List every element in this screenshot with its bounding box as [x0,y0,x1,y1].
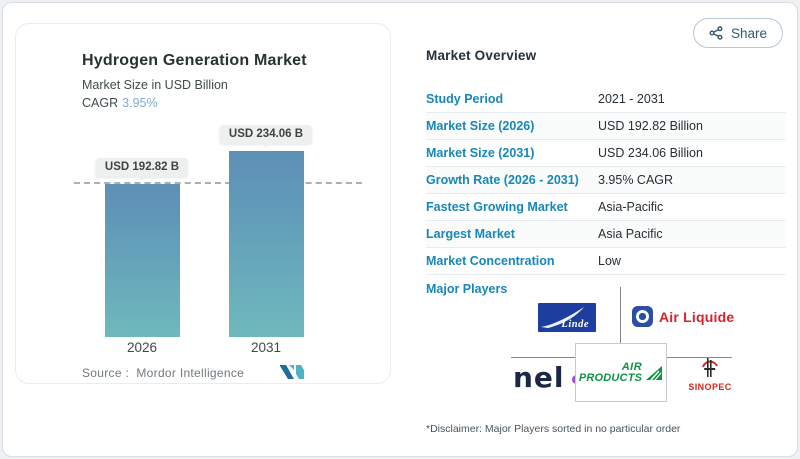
chart-panel: Hydrogen Generation Market Market Size i… [15,23,391,384]
bar-2026 [105,183,180,337]
chart-title: Hydrogen Generation Market [82,52,307,69]
overview-table: Study Period 2021 - 2031 Market Size (20… [426,86,786,275]
source-line: Source : Mordor Intelligence [82,366,244,380]
share-button-label: Share [730,25,767,41]
overview-row-market-size-2026: Market Size (2026) USD 192.82 Billion [426,113,786,140]
row-value: Asia Pacific [598,227,663,241]
linde-logo: Linde [538,303,596,332]
source-value: Mordor Intelligence [136,366,245,380]
air-products-wordmark: AIR PRODUCTS [578,360,643,384]
major-players-label: Major Players [426,282,508,296]
row-value: 3.95% CAGR [598,173,674,187]
row-value: Low [598,254,621,268]
bar-value-label-2031: USD 234.06 B [219,125,313,145]
nel-logo: nel [513,361,581,394]
row-label: Market Concentration [426,254,555,268]
players-divider-vertical [620,287,621,344]
row-value: Asia-Pacific [598,200,664,214]
cagr-line: CAGR 3.95% [82,96,158,110]
players-divider-horizontal-left [511,357,577,358]
chart-subtitle: Market Size in USD Billion [82,78,228,92]
row-label: Largest Market [426,227,515,241]
linde-wordmark: Linde [561,319,589,330]
mordor-intelligence-logo-icon [280,364,304,385]
overview-row-growth-rate: Growth Rate (2026 - 2031) 3.95% CAGR [426,167,786,194]
row-value: USD 192.82 Billion [598,119,703,133]
sinopec-logo: SINOPEC [688,355,732,392]
air-liquide-wordmark: Air Liquide [659,308,735,325]
disclaimer-text: *Disclaimer: Major Players sorted in no … [426,423,681,435]
air-products-line1: AIR [621,360,643,373]
air-products-logo: AIR PRODUCTS [578,360,663,384]
overview-row-largest-market: Largest Market Asia Pacific [426,221,786,248]
row-label: Growth Rate (2026 - 2031) [426,173,579,187]
bar-value-label-2026: USD 192.82 B [95,157,189,177]
row-label: Market Size (2031) [426,146,535,160]
overview-heading: Market Overview [426,48,537,63]
row-label: Market Size (2026) [426,119,535,133]
air-products-logo-box: AIR PRODUCTS [575,343,667,402]
bar-chart: USD 192.82 B USD 234.06 B [16,124,390,337]
share-button[interactable]: Share [692,18,783,48]
x-axis-label-2031: 2031 [250,340,282,355]
x-axis-label-2026: 2026 [126,340,158,355]
overview-row-fastest-growing-market: Fastest Growing Market Asia-Pacific [426,194,786,221]
row-label: Study Period [426,92,504,106]
row-value: USD 234.06 Billion [598,146,703,160]
row-value: 2021 - 2031 [598,92,665,106]
share-icon [709,26,723,40]
bar-2031 [229,151,304,337]
air-liquide-icon [632,306,653,327]
overview-row-study-period: Study Period 2021 - 2031 [426,86,786,113]
source-label: Source : [82,366,130,380]
overview-row-market-size-2031: Market Size (2031) USD 234.06 Billion [426,140,786,167]
cagr-value: 3.95% [122,96,158,110]
air-products-arrow-icon [645,365,663,381]
air-liquide-logo: Air Liquide [632,306,734,327]
nel-wordmark: nel [513,361,565,394]
sinopec-emblem-icon [698,355,722,381]
row-label: Fastest Growing Market [426,200,568,214]
cagr-label: CAGR [82,96,119,110]
players-divider-horizontal-right [666,357,732,358]
sinopec-wordmark: SINOPEC [688,382,732,392]
overview-row-market-concentration: Market Concentration Low [426,248,786,275]
air-products-line2: PRODUCTS [578,371,643,384]
reference-line [74,181,362,184]
